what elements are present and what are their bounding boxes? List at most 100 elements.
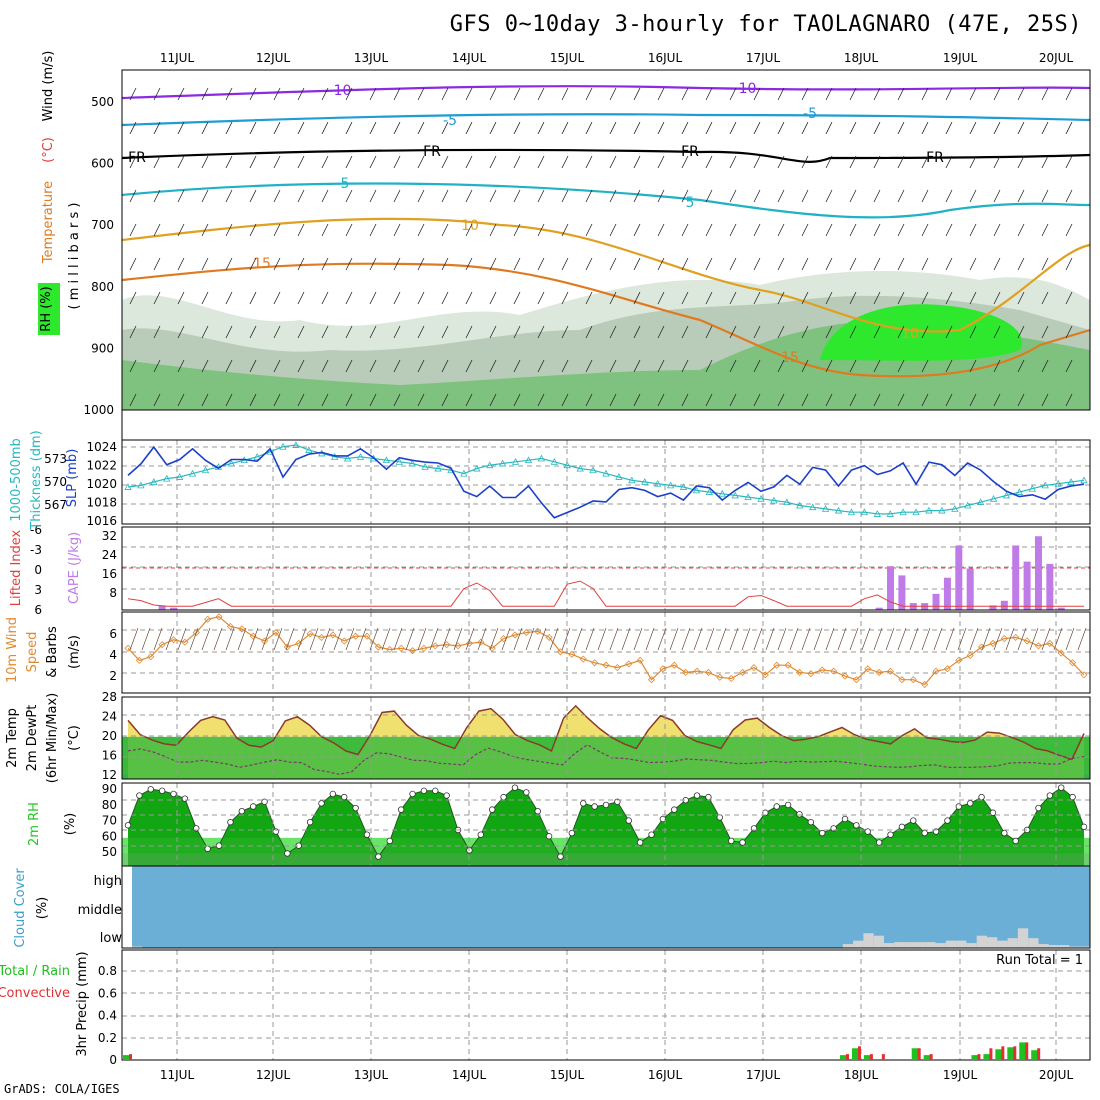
rh-marker [124, 822, 132, 829]
surface-wind-barb [801, 627, 811, 651]
wind-barb [177, 393, 185, 407]
rh-marker [671, 806, 678, 813]
wind-speed-marker [773, 661, 781, 669]
wind-barb [657, 121, 665, 135]
surface-wind-barb [489, 627, 499, 651]
wind-barb [585, 223, 593, 237]
wind-barb [345, 223, 353, 237]
cloud-low-bar [1048, 945, 1060, 948]
wind-barb [1065, 121, 1073, 135]
cloud-low-bar [1028, 938, 1039, 948]
rh-marker [727, 837, 735, 845]
wind-barb [537, 291, 545, 305]
precip-convective-bar [977, 1054, 981, 1060]
wind-speed-marker [192, 628, 200, 637]
thickness-marker [834, 506, 843, 514]
wind-barb [561, 223, 569, 237]
wind-speed-marker [181, 638, 189, 646]
wind-barb [849, 223, 857, 237]
wind-speed-marker [579, 655, 587, 663]
contour-label: -10 [329, 83, 352, 99]
thickness-marker [886, 510, 894, 517]
thickness-marker [188, 469, 197, 477]
surface-wind-barb [549, 627, 559, 651]
axis-tick-label: 573 [44, 452, 67, 466]
precip-total-bar [983, 1054, 991, 1060]
temp-band-overlay [122, 736, 1090, 779]
wind-barb [753, 325, 761, 339]
wind-barb [417, 121, 425, 135]
wind-barb [873, 87, 881, 101]
wind-barb [825, 359, 833, 373]
wind-speed-marker [477, 638, 485, 646]
surface-wind-barb [729, 627, 739, 651]
wind-barb [225, 325, 233, 339]
axis-tick-label: 1016 [86, 514, 117, 528]
wind-speed-marker [500, 635, 508, 643]
rh-legend-label: RH (%) [39, 286, 54, 331]
cape-bar [1057, 607, 1065, 610]
wind-barb [393, 121, 401, 135]
wind-barb [369, 121, 377, 135]
wind-barb [417, 325, 425, 339]
wind-barb [801, 359, 809, 373]
wind-barb [801, 325, 809, 339]
thickness-marker [382, 456, 391, 464]
thickness-marker [305, 446, 313, 453]
wind-barb [321, 87, 329, 101]
wind-barb [273, 223, 281, 237]
thickness-marker [989, 494, 998, 502]
thickness-marker [938, 506, 946, 514]
panel-frame [121, 611, 1091, 694]
rh-marker [819, 829, 826, 837]
precip-convective-bar [129, 1054, 132, 1060]
surface-wind-barb [381, 627, 391, 651]
wind-barb [1017, 257, 1025, 271]
thickness-marker [163, 474, 171, 482]
wind-barb [681, 155, 689, 169]
wind-barb [969, 121, 977, 135]
precip-total-bar [1031, 1050, 1039, 1060]
date-label-top: 18JUL [844, 51, 879, 65]
rh-marker [784, 801, 792, 809]
thickness-marker [1002, 491, 1011, 499]
precip-convective-bar [881, 1054, 885, 1060]
rh-marker [944, 817, 951, 824]
wind-barb [537, 223, 545, 237]
wind-barb [777, 121, 785, 135]
wind-speed-marker [1000, 635, 1008, 643]
wind-barb [849, 121, 857, 135]
thickness-marker [576, 464, 584, 472]
wind-barb [825, 325, 833, 339]
surface-wind-barb [561, 627, 571, 651]
wind-barb [537, 393, 545, 407]
wind-barb [1041, 87, 1049, 101]
wind-barb [729, 325, 737, 339]
wind-barb [633, 257, 641, 271]
wind-barb [657, 155, 665, 169]
wind-barb [1065, 155, 1073, 169]
wind-speed-marker [215, 613, 223, 621]
wind-barb [537, 189, 545, 203]
wind-barb [177, 257, 185, 271]
wind-speed-marker [761, 671, 769, 679]
wind-barb [129, 359, 137, 373]
wind-barb [249, 325, 257, 339]
axis-tick-label: 1024 [86, 440, 117, 454]
axis-tick-label: 50 [102, 845, 117, 859]
wind-barb [561, 359, 569, 373]
wind-barb [729, 155, 737, 169]
wind-barb [153, 393, 161, 407]
wind-barb [969, 87, 977, 101]
surface-wind-barb [945, 627, 955, 651]
date-label-top: 12JUL [256, 51, 291, 65]
wind-barb [465, 87, 473, 101]
wind-barb [153, 325, 161, 339]
wind-barb [801, 257, 809, 271]
wind-barb [801, 121, 809, 135]
wind-barb [1017, 359, 1025, 373]
wind-speed-marker [511, 631, 519, 639]
wind-barb [969, 359, 977, 373]
wind-barb [777, 155, 785, 169]
wind-barb [249, 359, 257, 373]
